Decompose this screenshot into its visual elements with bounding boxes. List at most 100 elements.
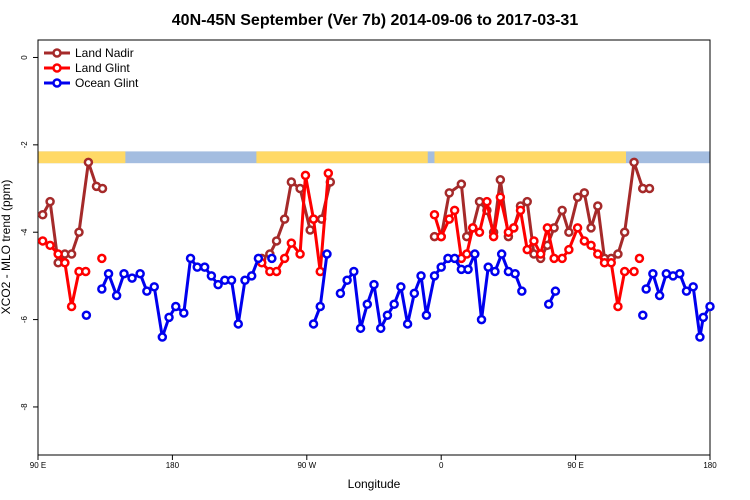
data-point	[45, 196, 55, 207]
data-point	[586, 223, 596, 233]
x-axis-label: Longitude	[348, 477, 401, 491]
data-point	[515, 205, 526, 216]
data-point	[474, 196, 485, 207]
data-point	[572, 192, 583, 203]
data-point	[648, 268, 658, 279]
data-point	[382, 310, 393, 320]
x-tick-label: 180	[703, 461, 717, 470]
data-point	[267, 253, 277, 264]
land-band	[38, 151, 126, 164]
legend-label: Ocean Glint	[75, 76, 139, 90]
data-point	[111, 290, 122, 301]
data-point	[522, 196, 532, 207]
legend-marker	[52, 48, 62, 58]
plot-frame	[37, 39, 711, 456]
data-point	[476, 314, 487, 325]
data-point	[564, 244, 574, 255]
data-point	[375, 323, 386, 334]
x-tick-label: 90 E	[30, 461, 46, 470]
series-layer	[37, 157, 715, 342]
data-point	[496, 249, 507, 259]
data-point	[654, 290, 665, 301]
data-point	[74, 227, 84, 237]
data-point	[213, 279, 223, 290]
data-point	[164, 312, 174, 323]
data-point	[619, 266, 630, 277]
data-point	[349, 266, 359, 277]
legend-item: Ocean Glint	[44, 76, 139, 90]
data-point	[355, 323, 366, 334]
data-point	[468, 223, 478, 233]
x-tick-label: 180	[166, 461, 180, 470]
data-point	[409, 288, 420, 299]
data-point	[305, 225, 315, 235]
data-point	[66, 249, 77, 259]
data-point	[389, 299, 399, 310]
data-point	[246, 271, 257, 281]
data-point	[396, 282, 406, 292]
data-point	[369, 279, 379, 290]
data-point	[60, 258, 70, 268]
data-point	[449, 253, 460, 264]
data-point	[641, 284, 651, 294]
series-1	[37, 168, 645, 312]
data-point	[535, 249, 546, 259]
data-point	[449, 205, 460, 216]
data-point	[335, 288, 346, 299]
data-point	[593, 201, 603, 211]
data-point	[226, 275, 237, 286]
data-point	[606, 258, 616, 268]
data-point	[634, 253, 645, 264]
data-point	[629, 266, 639, 277]
legend-marker	[52, 78, 62, 88]
data-point	[613, 249, 623, 259]
data-point	[45, 240, 55, 251]
x-tick-label: 0	[439, 461, 444, 470]
data-point	[271, 266, 282, 277]
y-tick-label: -4	[20, 228, 29, 236]
data-point	[271, 236, 282, 246]
data-point	[638, 310, 648, 320]
y-tick-label: -8	[20, 403, 29, 411]
y-axis-label: XCO2 - MLO trend (ppm)	[0, 180, 13, 315]
data-point	[517, 286, 527, 296]
data-point	[705, 301, 715, 312]
data-point	[542, 223, 553, 233]
chart-title: 40N-45N September (Ver 7b) 2014-09-06 to…	[172, 12, 579, 29]
data-point	[362, 299, 373, 310]
data-point	[436, 262, 446, 272]
data-point	[490, 266, 500, 277]
land-band	[256, 151, 428, 164]
data-point	[675, 268, 685, 279]
data-point	[233, 319, 244, 329]
data-point	[97, 284, 107, 294]
data-point	[510, 268, 520, 279]
data-point	[579, 188, 590, 198]
land-band	[434, 151, 626, 164]
series-line	[434, 160, 645, 260]
data-point	[463, 264, 473, 275]
data-point	[495, 175, 506, 185]
data-point	[543, 299, 554, 310]
data-point	[579, 236, 590, 246]
data-point	[572, 223, 583, 233]
data-point	[402, 319, 413, 329]
data-point	[564, 227, 574, 237]
data-point	[149, 282, 160, 292]
data-point	[53, 249, 63, 259]
data-point	[185, 253, 196, 264]
legend-label: Land Nadir	[75, 46, 134, 60]
y-axis: 0 -2 -4 -6 -8	[20, 55, 38, 411]
data-point	[644, 183, 655, 194]
data-point	[550, 286, 561, 296]
data-point	[444, 214, 455, 224]
data-point	[549, 253, 559, 264]
data-point	[483, 262, 493, 272]
data-point	[103, 268, 114, 279]
data-point	[315, 301, 325, 312]
data-point	[322, 249, 332, 259]
data-point	[529, 236, 539, 246]
data-point	[192, 262, 203, 272]
data-point	[199, 262, 210, 272]
